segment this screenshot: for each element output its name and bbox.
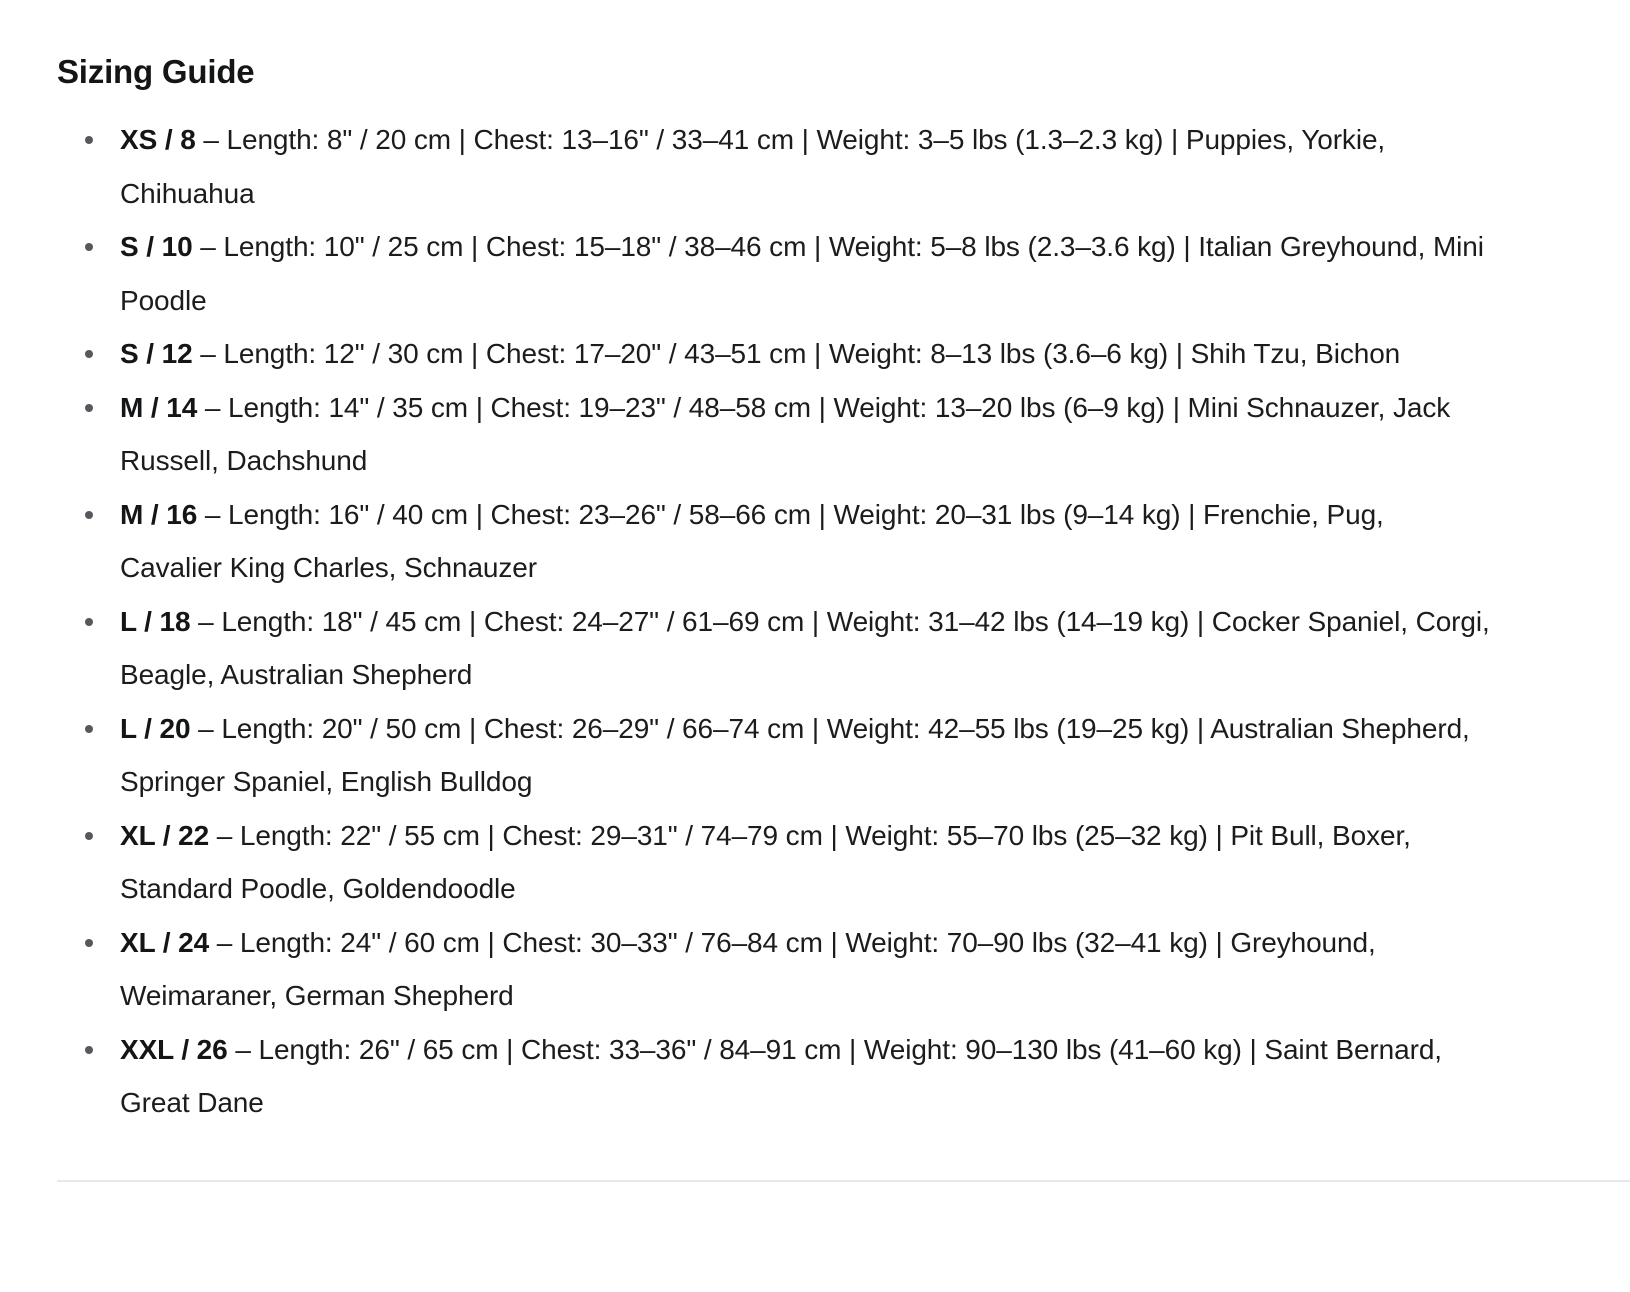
- sizing-guide-section: Sizing Guide XS / 8 – Length: 8" / 20 cm…: [57, 53, 1490, 1130]
- sizing-list-item: XL / 22 – Length: 22" / 55 cm | Chest: 2…: [57, 809, 1490, 916]
- sizing-list-item: XS / 8 – Length: 8" / 20 cm | Chest: 13–…: [57, 113, 1490, 220]
- size-details: – Length: 18" / 45 cm | Chest: 24–27" / …: [120, 605, 1490, 691]
- section-divider: [57, 1179, 1630, 1182]
- sizing-list-item: M / 14 – Length: 14" / 35 cm | Chest: 19…: [57, 381, 1490, 488]
- sizing-list: XS / 8 – Length: 8" / 20 cm | Chest: 13–…: [57, 113, 1490, 1130]
- size-details: – Length: 22" / 55 cm | Chest: 29–31" / …: [120, 819, 1411, 905]
- sizing-list-item: S / 12 – Length: 12" / 30 cm | Chest: 17…: [57, 327, 1490, 381]
- size-label: L / 18: [120, 605, 191, 637]
- size-label: XL / 24: [120, 926, 210, 958]
- sizing-list-item: S / 10 – Length: 10" / 25 cm | Chest: 15…: [57, 220, 1490, 327]
- sizing-guide-heading: Sizing Guide: [57, 53, 255, 90]
- size-details: – Length: 24" / 60 cm | Chest: 30–33" / …: [120, 926, 1376, 1012]
- size-details: – Length: 14" / 35 cm | Chest: 19–23" / …: [120, 391, 1451, 477]
- sizing-list-item: L / 18 – Length: 18" / 45 cm | Chest: 24…: [57, 595, 1490, 702]
- size-label: XXL / 26: [120, 1033, 228, 1065]
- size-details: – Length: 10" / 25 cm | Chest: 15–18" / …: [120, 231, 1484, 316]
- size-details: – Length: 8" / 20 cm | Chest: 13–16" / 3…: [120, 124, 1386, 209]
- size-label: XL / 22: [120, 819, 210, 851]
- size-details: – Length: 16" / 40 cm | Chest: 23–26" / …: [120, 498, 1384, 584]
- size-details: – Length: 12" / 30 cm | Chest: 17–20" / …: [192, 338, 1401, 369]
- sizing-list-item: XL / 24 – Length: 24" / 60 cm | Chest: 3…: [57, 916, 1490, 1023]
- size-label: M / 14: [120, 391, 198, 423]
- size-label: M / 16: [120, 498, 198, 530]
- size-label: S / 10: [120, 231, 193, 262]
- size-label: S / 12: [120, 338, 193, 369]
- size-label: L / 20: [120, 712, 191, 744]
- sizing-list-item: L / 20 – Length: 20" / 50 cm | Chest: 26…: [57, 702, 1490, 809]
- sizing-list-item: M / 16 – Length: 16" / 40 cm | Chest: 23…: [57, 488, 1490, 595]
- size-details: – Length: 20" / 50 cm | Chest: 26–29" / …: [120, 712, 1470, 798]
- sizing-list-item: XXL / 26 – Length: 26" / 65 cm | Chest: …: [57, 1023, 1490, 1130]
- size-label: XS / 8: [120, 124, 196, 155]
- size-details: – Length: 26" / 65 cm | Chest: 33–36" / …: [120, 1033, 1442, 1119]
